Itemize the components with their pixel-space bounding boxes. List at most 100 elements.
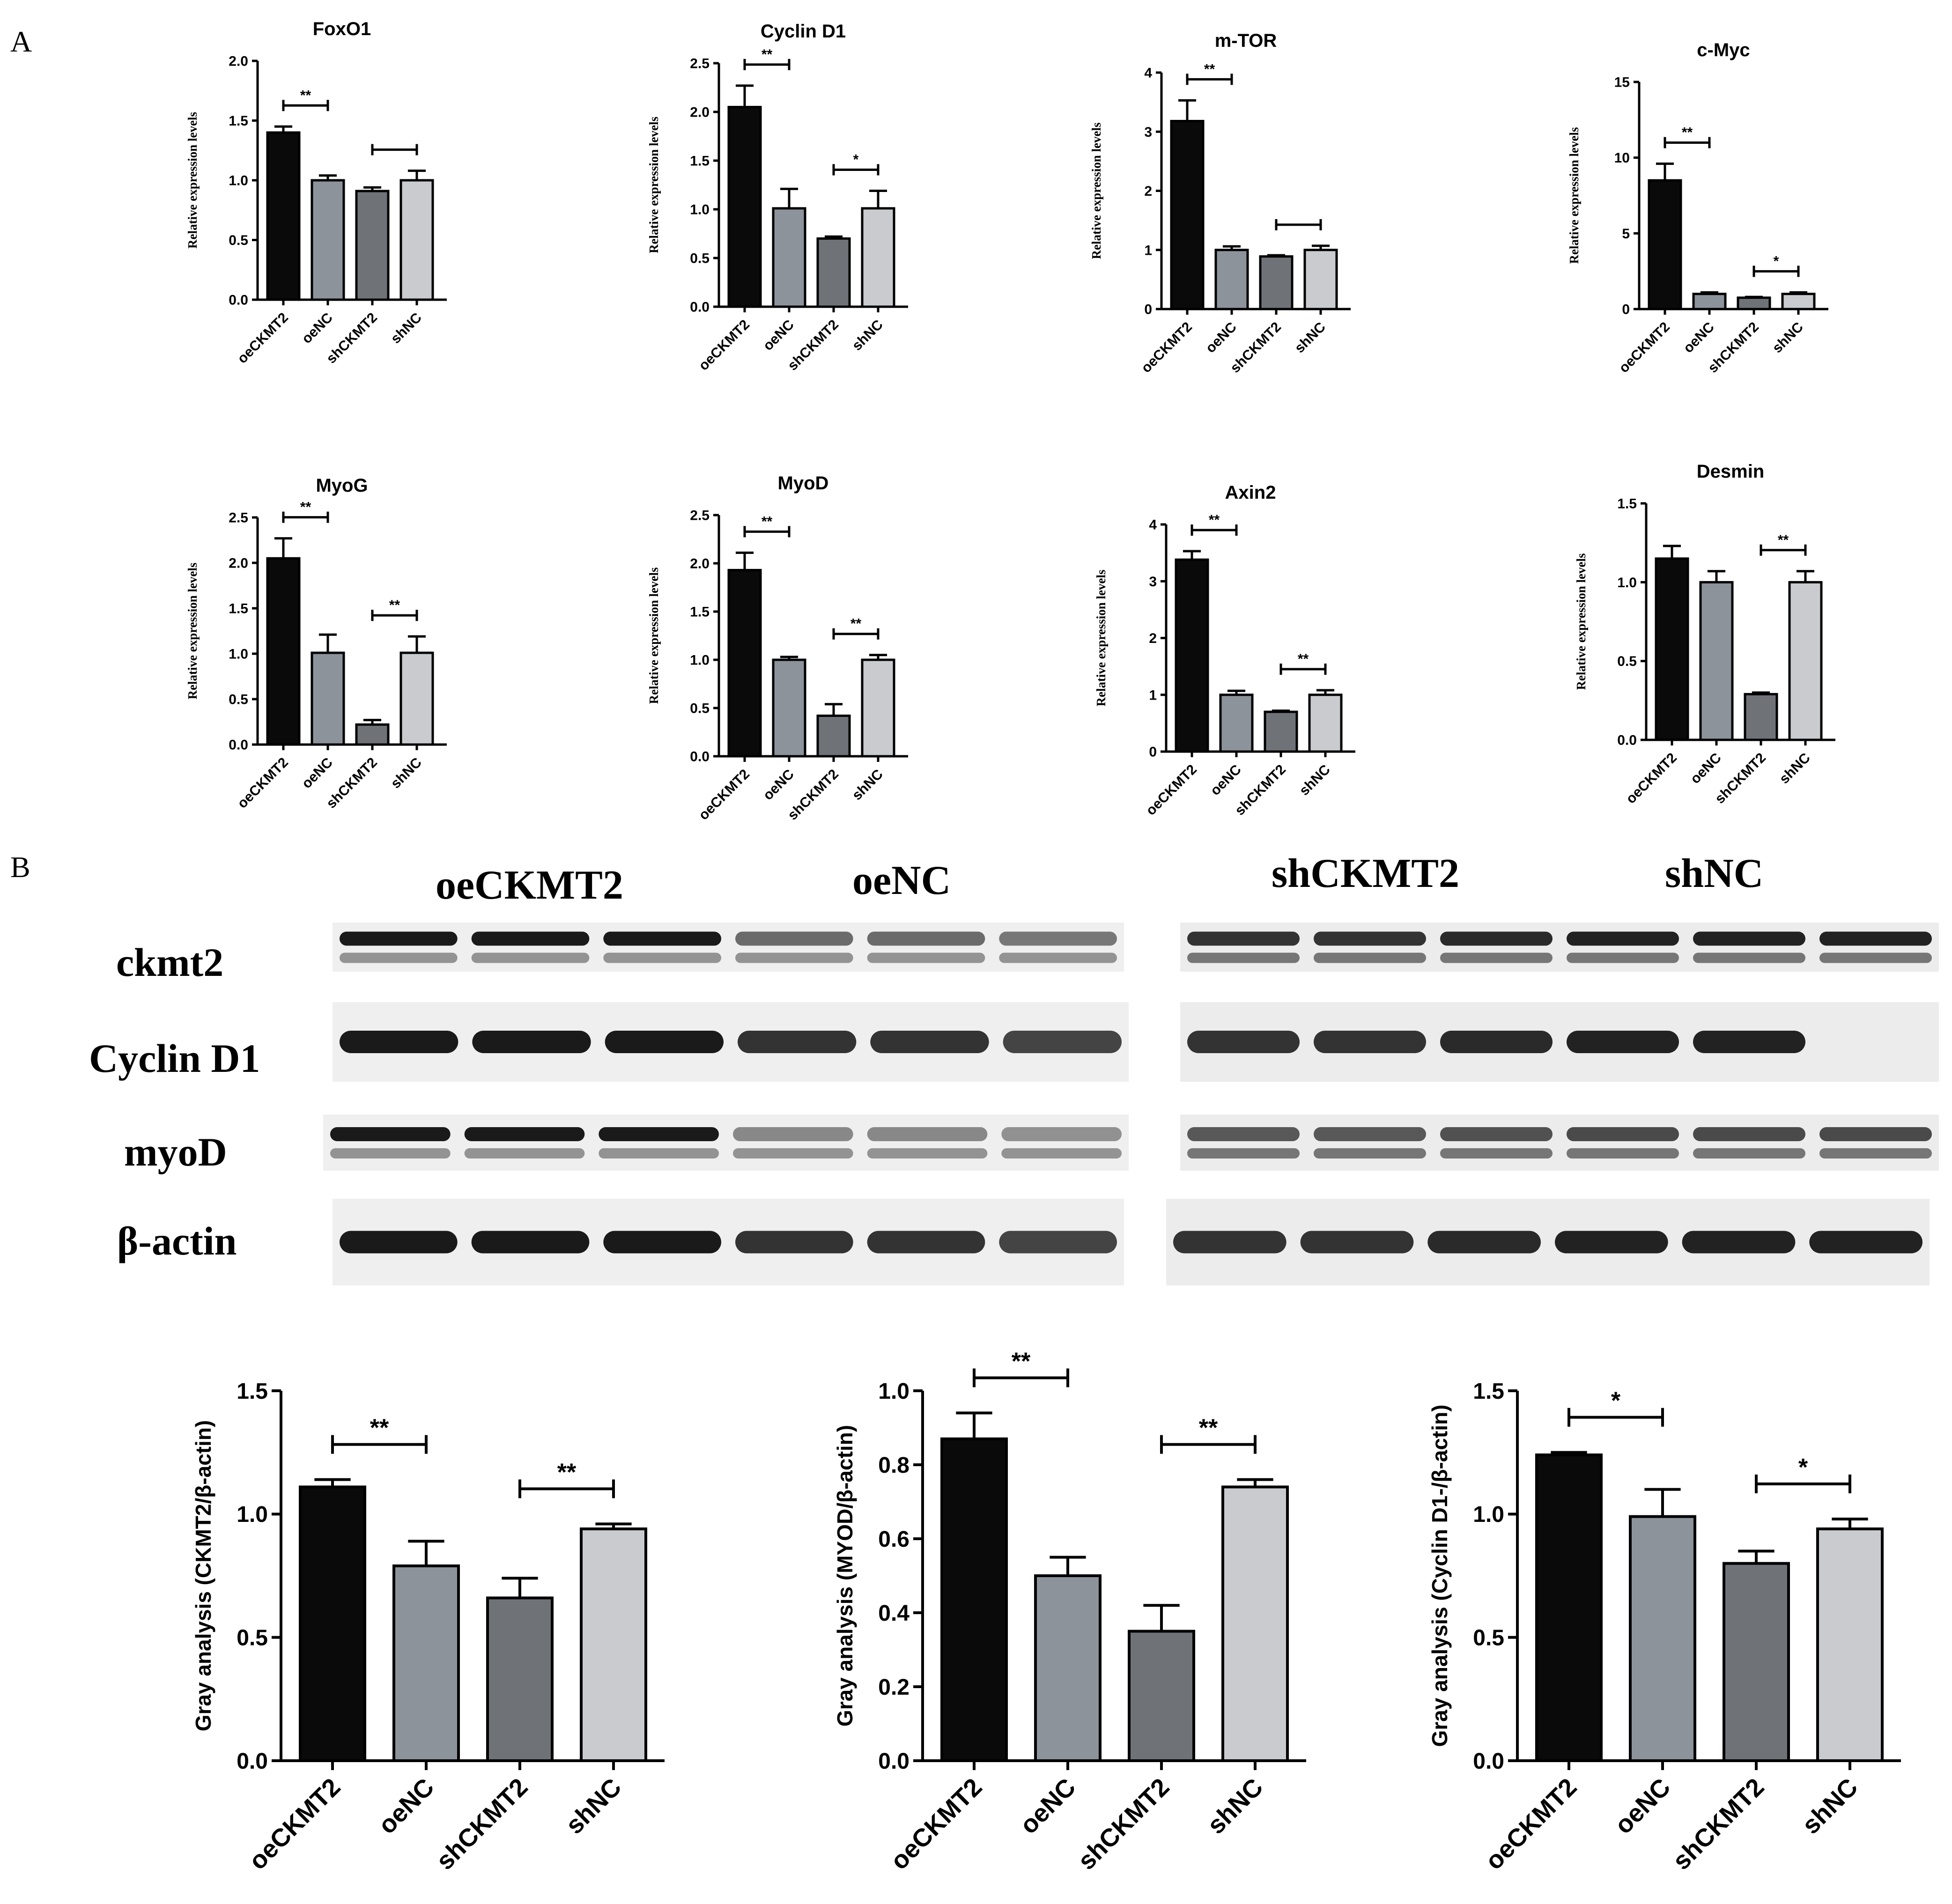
blot-band (867, 1231, 985, 1254)
blot-band (340, 1031, 458, 1053)
blot-band (1003, 1031, 1122, 1053)
blot-band (1187, 1148, 1300, 1159)
significance-label: ** (1199, 1415, 1218, 1442)
bar-oeckmt2 (940, 1437, 1008, 1762)
category-label: oeNC (1609, 1773, 1676, 1839)
y-tick-label: 2.5 (690, 508, 710, 524)
y-tick-label: 1.5 (229, 113, 248, 129)
y-tick-label: 3 (1144, 125, 1152, 140)
y-tick-label: 0.5 (229, 233, 248, 248)
blot-group-label-oeckmt2: oeCKMT2 (436, 863, 623, 908)
y-axis-label: Gray analysis (CKMT2/β-actin) (191, 1420, 215, 1732)
bar-shnc (580, 1527, 647, 1762)
y-axis-label: Relative expression levels (1094, 570, 1108, 707)
chart-title: c-Myc (1697, 40, 1750, 60)
y-tick-label: 0.5 (690, 251, 710, 266)
significance-label: ** (850, 616, 862, 632)
blot-band (1693, 1127, 1805, 1141)
y-tick-label: 0.0 (229, 293, 248, 308)
bar-oenc (392, 1564, 460, 1762)
blot-background (1180, 922, 1939, 972)
y-axis-label: Relative expression levels (1574, 553, 1588, 690)
significance-label: ** (762, 47, 773, 62)
significance-label: ** (557, 1459, 577, 1486)
significance-label: * (1611, 1387, 1621, 1415)
blot-band (1819, 952, 1932, 963)
blot-band (1187, 952, 1300, 963)
blot-band (735, 1231, 853, 1254)
y-tick-label: 0.6 (878, 1527, 909, 1552)
bar-oenc (1034, 1574, 1102, 1762)
blot-band (471, 931, 590, 946)
blot-band (472, 1031, 591, 1053)
blot-band (867, 931, 985, 946)
chart-myod: MyoD 0.0 0.5 1.0 1.5 2.0 2.5 Relative expressio… (647, 473, 908, 823)
blot-band (330, 1127, 451, 1141)
bar-oenc (1699, 581, 1734, 741)
y-tick-label: 1.5 (690, 154, 710, 169)
y-tick-label: 1.0 (1617, 575, 1637, 590)
chart-title: MyoD (778, 473, 829, 494)
bar-shnc (1303, 249, 1338, 310)
chart-title: FoxO1 (313, 19, 371, 39)
blot-band (1819, 1127, 1932, 1141)
y-axis-label: Relative expression levels (647, 568, 661, 704)
bar-oenc (311, 179, 345, 301)
blot-band (999, 952, 1117, 963)
blot-group-label-shckmt2: shCKMT2 (1272, 851, 1459, 896)
blot-band (1314, 1127, 1426, 1141)
blot-band (1427, 1231, 1541, 1254)
y-tick-label: 2.5 (690, 56, 710, 72)
blot-row-label-cyclin-d1: Cyclin D1 (89, 1036, 260, 1081)
bar-shckmt2 (816, 237, 851, 308)
bar-shnc (399, 651, 434, 746)
y-tick-label: 0.8 (878, 1453, 909, 1478)
y-tick-label: 5 (1622, 226, 1630, 242)
blot-background (1180, 1002, 1939, 1082)
western-blot-image (323, 922, 1939, 1285)
y-axis-label: Gray analysis (Cyclin D1-/β-actin) (1427, 1404, 1452, 1747)
blot-band (1300, 1231, 1414, 1254)
blot-band (733, 1127, 853, 1141)
y-tick-label: 10 (1614, 150, 1630, 166)
chart-title: MyoG (316, 475, 368, 496)
y-tick-label: 0.5 (1473, 1625, 1504, 1650)
blot-band (1819, 1148, 1932, 1159)
chart-gray-cyclin-d1: 0.0 0.5 1.0 1.5 Gray analysis (Cyclin D1-/β-… (1427, 1379, 1901, 1875)
blot-band (1693, 1031, 1805, 1053)
blot-band (867, 1148, 988, 1159)
blot-band (330, 1148, 451, 1159)
y-tick-label: 0.2 (878, 1675, 909, 1700)
category-label: oeNC (1014, 1773, 1081, 1839)
category-label: oeCKMT2 (244, 1773, 346, 1875)
chart-desmin: Desmin 0.0 0.5 1.0 1.5 Relative expression le… (1574, 461, 1835, 807)
blot-band (464, 1148, 585, 1159)
blot-band (735, 931, 853, 946)
y-tick-label: 15 (1614, 75, 1630, 90)
y-axis-label: Relative expression levels (647, 117, 661, 253)
blot-band (1440, 931, 1553, 946)
chart-myog: MyoG 0.0 0.5 1.0 1.5 2.0 2.5 Relative expressio… (185, 475, 447, 812)
y-tick-label: 2.0 (229, 54, 248, 69)
blot-band (867, 952, 985, 963)
blot-band (1693, 952, 1805, 963)
bar-shckmt2 (355, 190, 390, 301)
chart-title: Cyclin D1 (761, 21, 846, 42)
blot-band (1187, 1127, 1300, 1141)
chart-title: Desmin (1697, 461, 1765, 482)
y-tick-label: 0.0 (229, 738, 248, 753)
blot-band (1001, 1148, 1122, 1159)
y-tick-label: 0.5 (229, 692, 248, 708)
y-tick-label: 3 (1149, 574, 1157, 590)
category-label: shCKMT2 (1667, 1773, 1770, 1875)
y-tick-label: 0.5 (1617, 654, 1637, 669)
blot-background (1180, 1114, 1939, 1171)
chart-title: Axin2 (1225, 482, 1276, 503)
y-tick-label: 1.5 (1617, 496, 1637, 512)
y-tick-label: 1.5 (237, 1379, 268, 1404)
blot-band (1440, 952, 1553, 963)
bar-oeckmt2 (1535, 1453, 1603, 1762)
bar-shckmt2 (1723, 1562, 1790, 1762)
significance-label: * (1774, 253, 1779, 269)
